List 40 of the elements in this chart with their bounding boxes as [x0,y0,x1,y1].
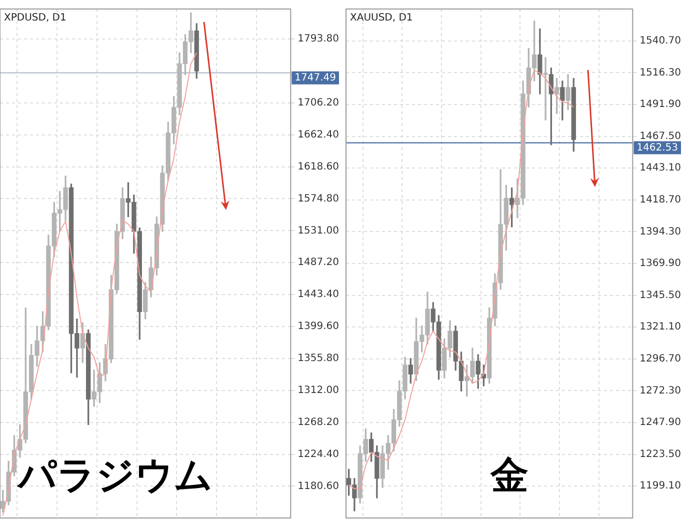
y-tick-label: 1467.50 [640,130,682,142]
ref-line-label: 1462.53 [636,142,678,154]
y-tick-label: 1399.60 [298,321,340,332]
y-tick-label: 1268.20 [298,416,340,428]
y-tick-label: 1531.00 [298,225,340,236]
y-tick-label: 1394.30 [640,226,682,238]
y-tick-label: 1180.60 [298,480,340,492]
chart-title: XAUUSD, D1 [350,12,413,24]
y-tick-label: 1487.20 [298,257,340,268]
annotation: 金 [489,452,528,497]
y-tick-label: 1618.60 [298,161,340,172]
candlestick [470,348,475,384]
y-tick-label: 1418.70 [640,194,682,206]
y-tick-label: 1443.40 [298,289,340,300]
annotation: パラジウム [16,452,213,497]
candlestick [448,320,452,358]
y-tick-label: 1345.50 [640,290,682,301]
y-tick-label: 1296.70 [640,353,682,364]
y-tick-label: 1247.90 [640,417,682,428]
candlestick [571,78,576,152]
y-tick-label: 1540.70 [640,36,682,47]
y-tick-label: 1355.80 [298,353,340,364]
y-tick-label: 1369.90 [640,258,682,270]
candlestick [566,74,570,110]
y-tick-label: 1706.20 [298,98,340,109]
y-tick-label: 1223.50 [640,448,682,460]
y-tick-label: 1199.10 [640,480,682,492]
y-tick-label: 1574.80 [298,193,340,204]
y-tick-label: 1443.10 [640,162,682,174]
chart-title: XPDUSD, D1 [4,12,66,24]
y-tick-label: 1793.80 [298,34,340,45]
candlestick [86,330,91,425]
y-tick-label: 1312.00 [298,384,340,396]
y-tick-label: 1491.90 [640,99,682,110]
y-tick-label: 1224.40 [298,448,340,460]
ref-line-label: 1747.49 [294,72,336,84]
y-tick-label: 1662.40 [298,129,340,140]
y-tick-label: 1272.30 [640,385,682,396]
y-tick-label: 1321.10 [640,322,682,333]
y-tick-label: 1516.30 [640,67,682,78]
